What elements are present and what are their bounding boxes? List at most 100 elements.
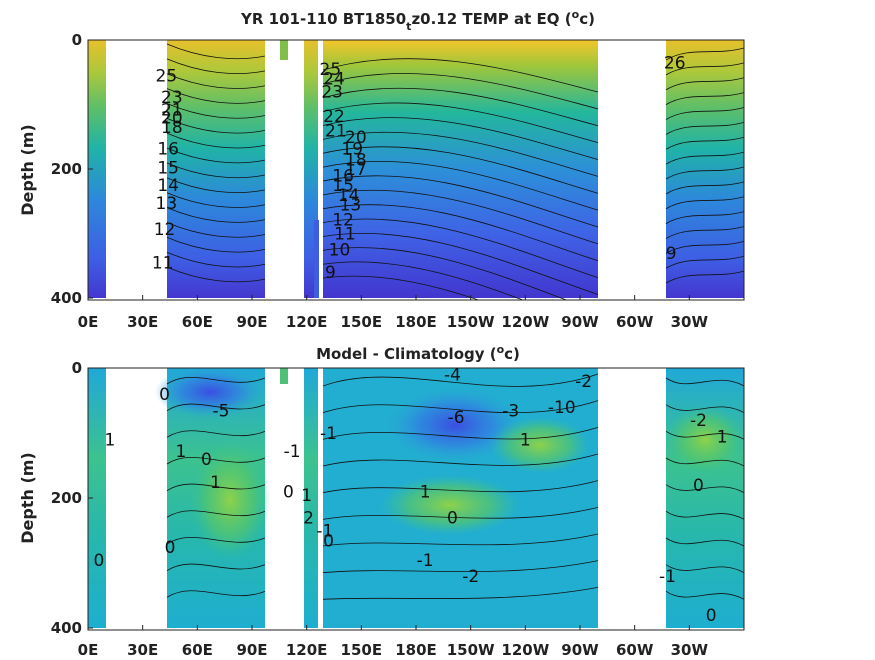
difference-x-tick-label: 60E	[182, 641, 213, 656]
temperature-contour-label: 17	[345, 160, 367, 180]
temperature-contour-line	[166, 58, 744, 110]
difference-x-tick-label: 0E	[78, 641, 99, 656]
difference-x-ticks: 0E 30E 60E 90E 120E 150E 180E 150W 120W 90W 60W 30W	[78, 625, 709, 659]
temperature-contour-line	[166, 222, 744, 295]
difference-contour-label: 1	[420, 483, 431, 503]
temperature-contour-line	[166, 147, 744, 211]
difference-x-tick-label: 30E	[127, 641, 158, 656]
difference-contour-label: 0	[94, 551, 105, 571]
difference-x-tick-label: 120W	[501, 641, 549, 656]
difference-contour-label: -1	[316, 522, 333, 542]
temperature-contour-label: 24	[323, 70, 345, 90]
difference-contour-label: -2	[462, 567, 479, 587]
difference-contour-label: 1	[176, 442, 187, 462]
temperature-y-ticks: 0 200 400	[51, 31, 93, 307]
difference-contour-label: 1	[520, 431, 531, 451]
temperature-contour-label: 9	[325, 263, 336, 283]
temperature-contour-label: 13	[156, 194, 178, 214]
temperature-contour-label: 23	[321, 83, 343, 103]
difference-contour-label: 0	[283, 483, 294, 503]
temperature-contour-label: 18	[161, 118, 183, 138]
difference-contour-label: 1	[301, 486, 312, 506]
temperature-x-tick-label: 60E	[182, 313, 213, 331]
difference-panel-title: Model - Climatology (oc)	[316, 343, 520, 364]
temperature-contour-line	[166, 192, 744, 262]
temperature-contour-line	[166, 207, 744, 279]
difference-contours	[166, 373, 744, 600]
temperature-contour-label: 19	[341, 139, 363, 159]
temperature-contour-line	[166, 103, 744, 160]
temperature-contour-label: 20	[345, 128, 367, 148]
temperature-contour-label: 20	[161, 108, 183, 128]
temperature-contour-label: 22	[323, 107, 345, 127]
difference-y-tick-label: 0	[72, 359, 82, 377]
temperature-contour-label: 21	[325, 121, 347, 141]
difference-contour-line	[166, 586, 744, 600]
difference-contour-label: -6	[448, 408, 465, 428]
temperature-contour-label: 13	[340, 195, 362, 215]
temperature-contour-label: 23	[161, 88, 183, 108]
difference-contour-label: 0	[706, 606, 717, 626]
difference-contour-label: -1	[659, 567, 676, 587]
temperature-contour-line	[166, 118, 744, 177]
temperature-y-tick-label: 400	[51, 289, 82, 307]
temperature-contour-labels: 2523212018161514131211252423222120191817…	[152, 54, 686, 284]
temperature-contour-line	[166, 266, 744, 300]
difference-contour-label: -1	[417, 551, 434, 571]
temperature-contour-label: 25	[156, 66, 178, 86]
difference-x-tick-label: 180E	[395, 641, 437, 656]
temperature-contours	[166, 43, 744, 300]
temperature-contour-line	[166, 177, 744, 245]
difference-contour-label: 1	[717, 427, 728, 447]
difference-contour-label: -4	[444, 366, 461, 386]
difference-contour-label: 1	[210, 473, 221, 493]
difference-contour-label: -10	[548, 398, 576, 418]
temperature-contour-label: 15	[157, 159, 179, 179]
temperature-contour-label: 9	[666, 244, 677, 264]
temperature-contour-line	[166, 132, 744, 194]
temperature-contour-label: 14	[157, 176, 179, 196]
difference-contour-line	[166, 400, 744, 414]
difference-y-ticks: 0 200 400	[51, 359, 93, 637]
temperature-contour-line	[166, 43, 744, 93]
difference-x-tick-label: 30W	[671, 641, 709, 656]
temperature-field	[88, 40, 744, 298]
difference-contour-label: 0	[447, 509, 458, 529]
difference-panel: Model - Climatology (oc) -4-6-5 -3 -10-2-2…	[18, 343, 745, 659]
temperature-x-tick-label: 90W	[561, 313, 599, 331]
temperature-contour-label: 12	[332, 210, 354, 230]
difference-contour-label: -2	[690, 411, 707, 431]
difference-y-tick-label: 200	[51, 489, 82, 507]
temperature-x-tick-label: 120W	[501, 313, 549, 331]
temperature-contour-label: 11	[152, 254, 174, 274]
temperature-contour-line	[166, 162, 744, 228]
difference-y-tick-label: 400	[51, 619, 82, 637]
difference-contour-label: 2	[303, 509, 314, 529]
temperature-x-tick-label: 30W	[671, 313, 709, 331]
temperature-x-tick-label: 120E	[286, 313, 328, 331]
temperature-contour-line	[166, 237, 744, 300]
temperature-contour-label: 21	[161, 101, 183, 121]
difference-contour-label: -2	[575, 372, 592, 392]
temperature-contour-label: 26	[664, 54, 686, 74]
difference-contour-label: 0	[323, 531, 334, 551]
difference-contour-line	[166, 373, 744, 387]
difference-contour-label: 0	[165, 538, 176, 558]
difference-contour-line	[166, 480, 744, 494]
temperature-y-tick-label: 200	[51, 160, 82, 178]
temperature-x-tick-label: 30E	[127, 313, 158, 331]
temperature-x-ticks: 0E 30E 60E 90E 120E 150E 180E 150W 120W 90W 60W 30W	[78, 295, 709, 331]
difference-contour-label: 0	[201, 450, 212, 470]
temperature-x-tick-label: 150W	[447, 313, 495, 331]
difference-y-axis-label: Depth (m)	[18, 452, 37, 544]
temperature-contour-line	[166, 251, 744, 300]
temperature-panel-title: YR 101-110 BT1850tz0.12 TEMP at EQ (oc)	[240, 8, 595, 34]
temperature-contour-line	[166, 88, 744, 144]
temperature-y-axis-label: Depth (m)	[18, 124, 37, 216]
difference-contour-label: -5	[213, 401, 230, 421]
difference-contour-label: 0	[693, 476, 704, 496]
difference-x-tick-label: 60W	[616, 641, 654, 656]
temperature-panel: YR 101-110 BT1850tz0.12 TEMP at EQ (oc) …	[18, 8, 745, 331]
difference-contour-label: 0	[159, 385, 170, 405]
temperature-x-tick-label: 90E	[236, 313, 267, 331]
